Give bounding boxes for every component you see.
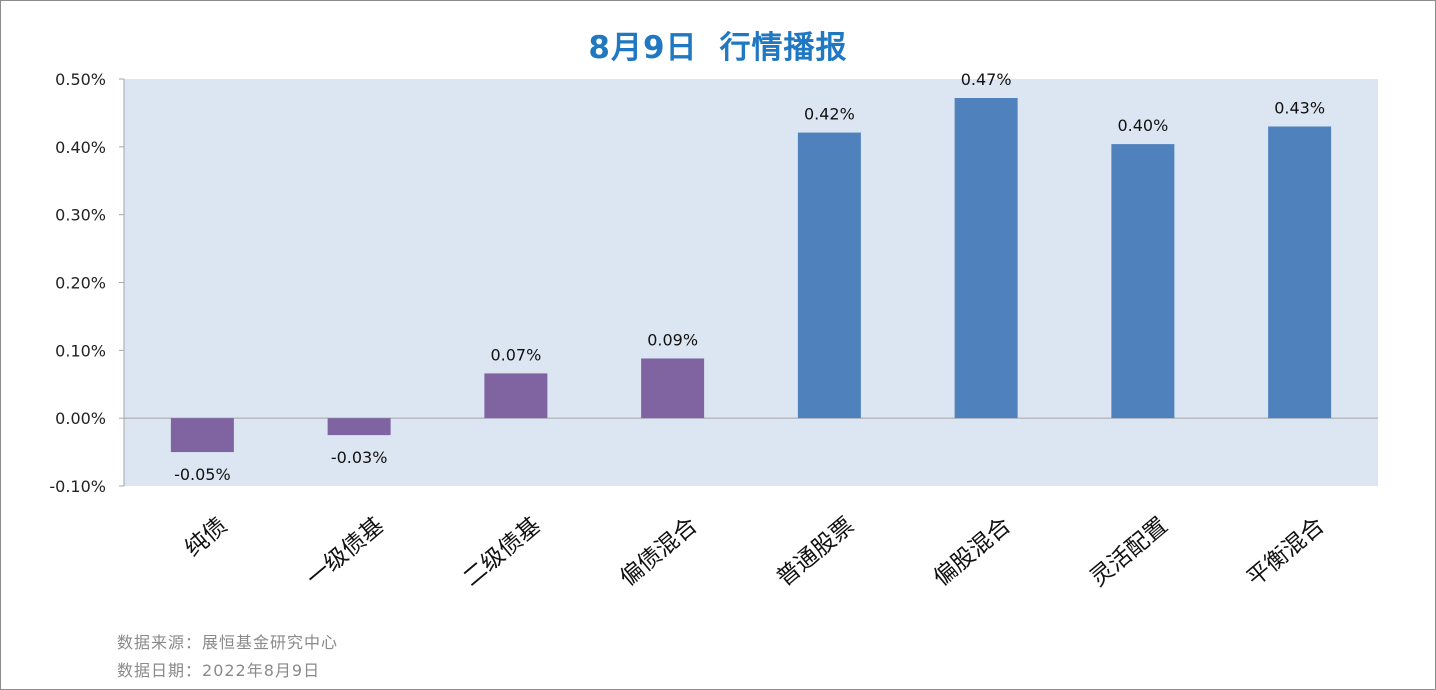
footer-source-label: 数据来源：	[117, 633, 203, 652]
bar	[954, 97, 1018, 419]
footer-source-value: 展恒基金研究中心	[202, 633, 339, 652]
bars	[170, 97, 1332, 453]
category-label: 普通股票	[772, 513, 859, 592]
title-text: 行情播报	[719, 30, 848, 66]
title-date: 8月9日	[588, 30, 698, 66]
y-tick-label: 0.40%	[55, 138, 106, 157]
footer-date-label: 数据日期：	[117, 661, 203, 680]
category-label: 偏股混合	[929, 513, 1016, 592]
footer-date: 数据日期：2022年8月9日	[117, 657, 320, 681]
bar	[641, 358, 705, 419]
data-label: 0.42%	[804, 105, 855, 124]
data-label: -0.05%	[174, 465, 231, 484]
data-labels: -0.05% -0.03% 0.07% 0.09% 0.42% 0.47% 0.40% 0.4…	[174, 70, 1325, 484]
bar	[327, 418, 391, 436]
y-tick-label: -0.10%	[49, 477, 106, 496]
footer-date-value: 2022年8月9日	[202, 661, 321, 680]
category-label: 偏债混合	[615, 513, 702, 592]
bar	[1111, 144, 1175, 419]
data-label: -0.03%	[331, 448, 388, 467]
data-label: 0.07%	[490, 345, 541, 364]
y-tick-label: 0.50%	[55, 70, 106, 89]
category-label: 灵活配置	[1086, 513, 1173, 592]
bar	[1268, 126, 1332, 419]
bar	[484, 373, 548, 419]
data-label: 0.40%	[1117, 116, 1168, 135]
category-label: 一级债基	[302, 513, 389, 592]
plot-area	[124, 79, 1378, 486]
bar	[797, 132, 861, 419]
data-label: 0.43%	[1274, 98, 1325, 117]
y-tick-label: 0.10%	[55, 341, 106, 360]
category-labels: 纯债 一级债基 二级债基 偏债混合 普通股票 偏股混合 灵活配置 平衡混合	[180, 513, 1329, 592]
data-label: 0.47%	[961, 70, 1012, 89]
bar	[170, 418, 234, 453]
footer-source: 数据来源：展恒基金研究中心	[117, 629, 338, 653]
y-tick-label: 0.20%	[55, 274, 106, 293]
data-label: 0.09%	[647, 330, 698, 349]
chart-title: 8月9日 行情播报	[0, 22, 1436, 67]
y-tick-label: 0.30%	[55, 206, 106, 225]
y-tick-label: 0.00%	[55, 409, 106, 428]
category-label: 二级债基	[459, 513, 546, 592]
category-label: 纯债	[180, 513, 232, 562]
category-label: 平衡混合	[1242, 513, 1329, 592]
